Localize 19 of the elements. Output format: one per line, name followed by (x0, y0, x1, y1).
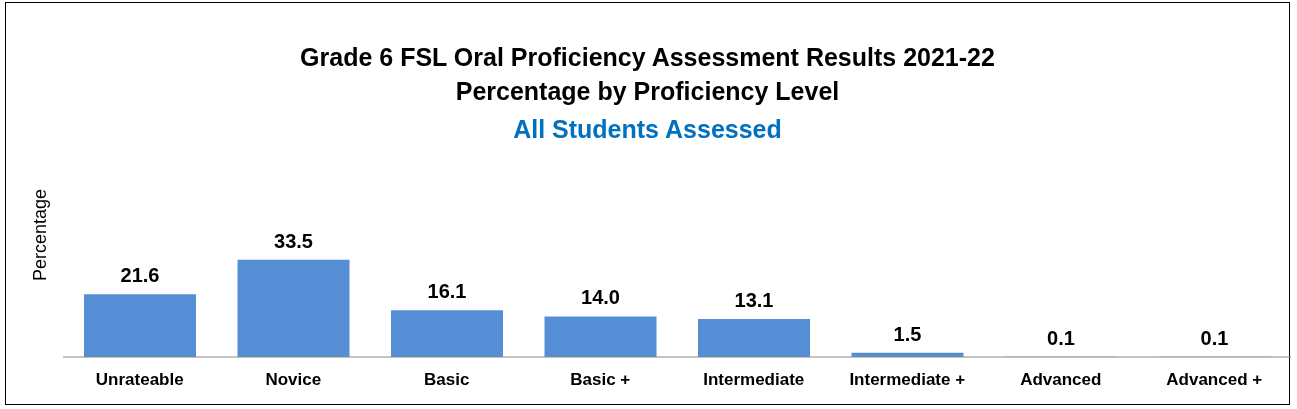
data-label: 16.1 (427, 280, 467, 303)
x-tick-label: Novice (265, 370, 322, 390)
chart-subtitle: All Students Assessed (512, 114, 783, 145)
x-tick-label: Advanced + (1166, 370, 1263, 390)
x-tick-label: Intermediate + (849, 370, 966, 390)
x-tick-label: Advanced (1020, 370, 1102, 390)
chart-title: Grade 6 FSL Oral Proficiency Assessment Results 2021-22 Percentage by Proficiency Level (299, 42, 996, 107)
data-label: 21.6 (120, 264, 160, 287)
data-label: 33.5 (274, 229, 313, 252)
x-tick-label: Unrateable (95, 370, 184, 390)
y-axis-title: Percentage (29, 188, 51, 282)
x-tick-label: Basic + (570, 370, 631, 390)
x-tick-label: Intermediate (703, 370, 805, 390)
data-label: 13.1 (734, 289, 774, 312)
data-label: 14.0 (581, 286, 620, 309)
data-label: 0.1 (1047, 326, 1075, 349)
x-tick-label: Basic (424, 370, 470, 390)
data-label: 0.1 (1200, 326, 1229, 349)
data-label: 1.5 (893, 322, 922, 345)
